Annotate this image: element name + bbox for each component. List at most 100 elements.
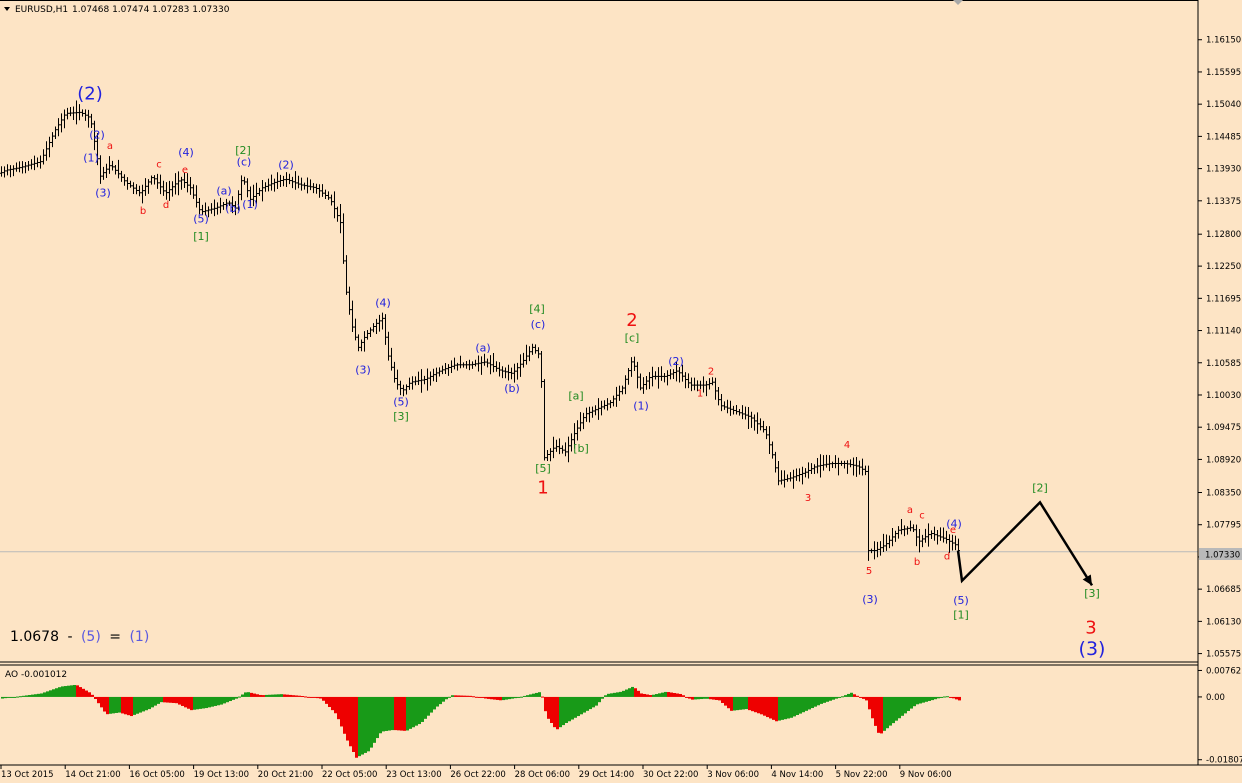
wave-label-blue: (1) (242, 198, 258, 211)
ao-bar (136, 696, 139, 714)
ao-bar (940, 696, 943, 698)
ao-bar (70, 685, 73, 697)
ao-bar (79, 687, 82, 697)
ao-bar (676, 693, 679, 697)
ao-bar (508, 696, 511, 700)
ao-bar (97, 696, 100, 704)
wave-label-green: [2] (235, 144, 251, 157)
chart-shift-marker-icon[interactable] (953, 0, 963, 5)
wave-label-blue: (a) (216, 185, 231, 198)
ao-bar (385, 696, 388, 731)
ao-bar (301, 696, 304, 698)
ao-bar (919, 696, 922, 704)
ao-bar (334, 696, 337, 714)
ao-bar (718, 696, 721, 701)
ao-bar (697, 696, 700, 700)
ao-bar (670, 692, 673, 697)
ao-tick-label: 0.00762 (1206, 666, 1241, 676)
ao-bar (193, 696, 196, 710)
price-tick-label: 1.06130 (1206, 617, 1241, 627)
price-tick-label: 1.11140 (1206, 327, 1241, 337)
ao-bar (82, 688, 85, 697)
ao-bar (877, 696, 880, 733)
wave-label-blue: (5) (193, 213, 209, 226)
ao-bar (133, 696, 136, 715)
ao-bar (913, 696, 916, 707)
time-tick-label: 29 Oct 14:00 (579, 770, 634, 780)
price-tick-label: 1.09475 (1206, 423, 1241, 433)
ao-bar (895, 696, 898, 721)
ao-bar (172, 696, 175, 703)
ao-bar (604, 695, 607, 697)
ao-bar (190, 696, 193, 711)
ao-bar (451, 695, 454, 697)
wave-label-blue: (3) (862, 593, 878, 606)
ao-bar (310, 696, 313, 698)
time-tick-label: 19 Oct 13:00 (194, 770, 249, 780)
ao-bar (40, 693, 43, 697)
ao-bar (544, 696, 547, 712)
ao-bar (325, 696, 328, 704)
ao-bar (109, 696, 112, 714)
ao-bar (139, 696, 142, 713)
time-tick-label: 28 Oct 06:00 (515, 770, 570, 780)
ao-bar (628, 688, 631, 697)
ao-bar (742, 696, 745, 710)
ao-bar (115, 696, 118, 713)
ao-bar (886, 696, 889, 729)
ao-bar (610, 693, 613, 697)
ao-bar (289, 694, 292, 697)
ao-bar (541, 696, 544, 698)
ao-bar (901, 696, 904, 716)
ao-bar (271, 694, 274, 697)
ao-bar (343, 696, 346, 734)
ao-bar (31, 694, 34, 697)
ao-bar (49, 690, 52, 697)
wave-label-red: e (182, 165, 188, 176)
ao-bar (268, 694, 271, 697)
wave-label-red: d (944, 551, 950, 562)
ao-bar (613, 692, 616, 697)
wave-label-green: [5] (535, 462, 551, 475)
ao-bar (832, 696, 835, 700)
ao-bar (265, 694, 268, 697)
ao-bar (154, 696, 157, 706)
ao-bar (43, 692, 46, 697)
ao-bar (394, 696, 397, 731)
ao-histogram (1, 684, 961, 758)
ao-bar (196, 696, 199, 710)
ao-bar (151, 696, 154, 708)
ao-bar (958, 696, 961, 701)
ao-bar (694, 696, 697, 700)
ao-bar (175, 696, 178, 704)
ao-bar (421, 696, 424, 722)
ao-bar (34, 694, 37, 697)
ao-bar (811, 696, 814, 709)
fib-dash: - (67, 629, 72, 645)
ao-bar (352, 696, 355, 753)
ao-bar (160, 696, 163, 703)
price-tick-label: 1.08350 (1206, 489, 1241, 499)
ao-bar (829, 696, 832, 701)
ao-bar (625, 689, 628, 697)
time-tick-label: 4 Nov 14:00 (771, 770, 823, 780)
ao-bar (208, 696, 211, 708)
ao-bar (403, 696, 406, 731)
wave-label-green: [a] (568, 390, 583, 403)
ao-bar (202, 696, 205, 709)
fib-annotation: 1.0678 - (5) = (1) (10, 629, 149, 645)
ao-bar (841, 696, 844, 698)
ao-bar (457, 695, 460, 697)
current-price-tag (1199, 548, 1242, 560)
ao-bar (601, 696, 604, 699)
ao-bar (373, 696, 376, 743)
chart-menu-icon[interactable] (4, 7, 10, 11)
wave-label-red-large: 2 (626, 310, 637, 331)
ao-bar (331, 696, 334, 711)
wave-label-blue: (1) (633, 399, 649, 412)
ao-bar (475, 696, 478, 698)
ao-bar (622, 690, 625, 697)
ao-bar (100, 696, 103, 708)
ao-bar (223, 696, 226, 704)
